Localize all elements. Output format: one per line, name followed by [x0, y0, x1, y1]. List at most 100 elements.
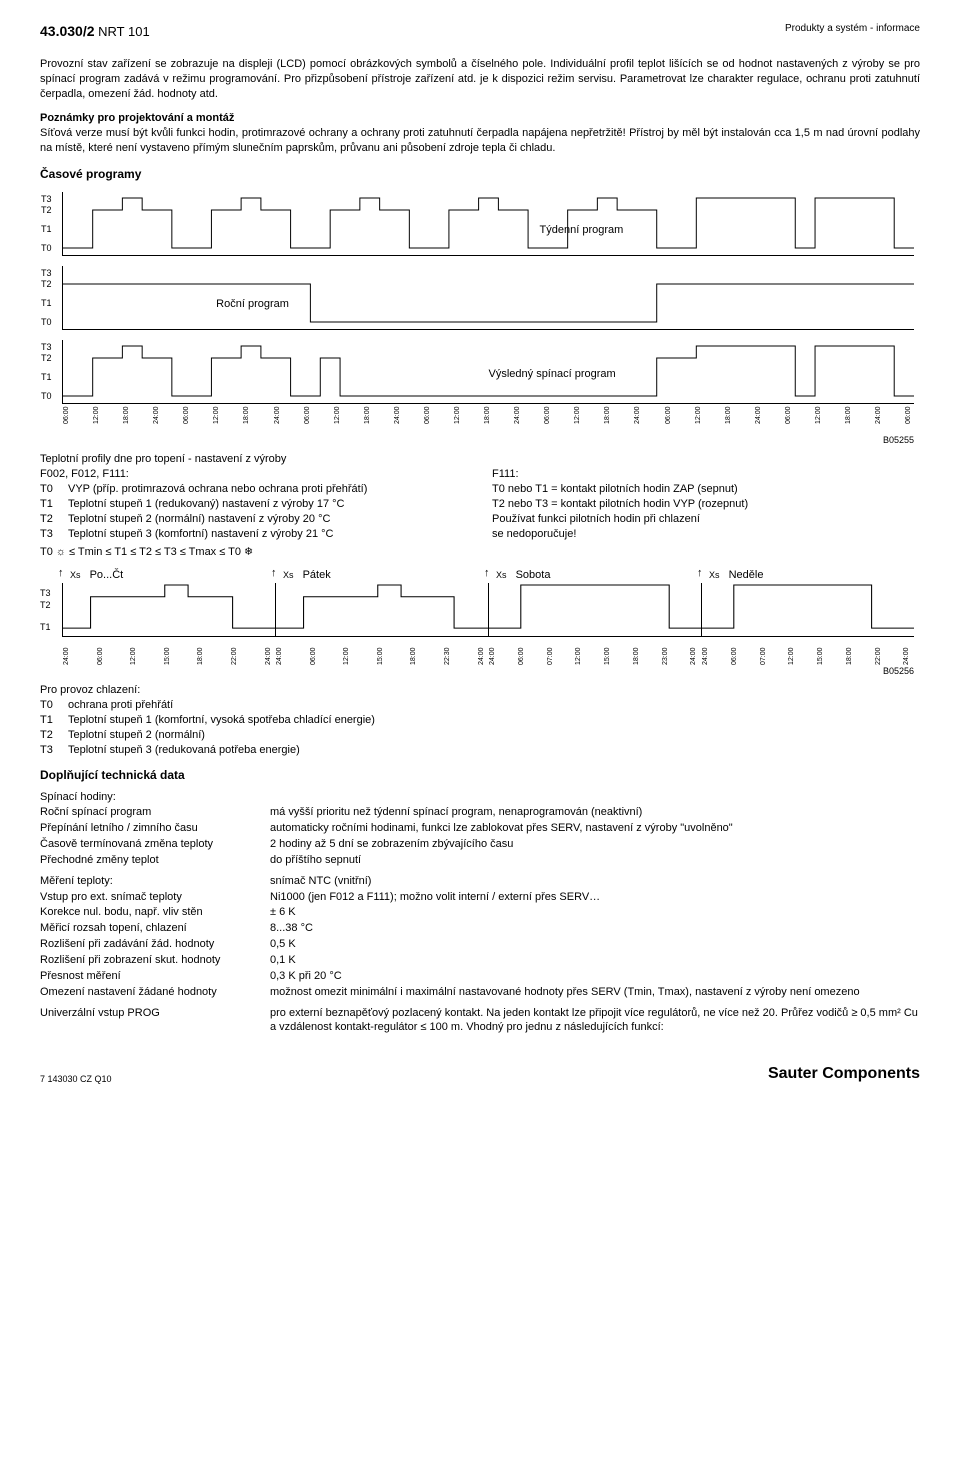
- mini-timeline: [62, 583, 275, 637]
- tech-row: Časově termínovaná změna teploty2 hodiny…: [40, 837, 920, 852]
- tech-row: Univerzální vstup PROGpro externí beznap…: [40, 1006, 920, 1036]
- profile-right-row: se nedoporučuje!: [492, 527, 920, 542]
- header-left: 43.030/2 NRT 101: [40, 22, 150, 41]
- mini-xtick-group: 24:0006:0007:0012:0015:0018:0023:0024:00: [488, 637, 701, 665]
- tech-row: Přepínání letního / zimního časuautomati…: [40, 821, 920, 836]
- mini-timeline: [701, 583, 914, 637]
- mini-timelines: [62, 583, 914, 637]
- temperature-formula: T0 ☼ ≤ Tmin ≤ T1 ≤ T2 ≤ T3 ≤ Tmax ≤ T0 ❄: [40, 545, 920, 560]
- day-label: Xs Po...Čt: [62, 568, 275, 583]
- ylabel-t3: T3: [41, 192, 52, 204]
- weekly-step-svg: [63, 192, 914, 256]
- tech-row: Měřicí rozsah topení, chlazení8...38 °C: [40, 921, 920, 936]
- profile-row: T2Teplotní stupeň 2 (normální) nastavení…: [40, 512, 468, 527]
- xtick-label: 24:00: [754, 406, 763, 434]
- day-labels-row: Xs Po...ČtXs PátekXs SobotaXs Neděle: [62, 568, 914, 583]
- ylabel-t0: T0: [41, 242, 52, 254]
- page-header: 43.030/2 NRT 101 Produkty a systém - inf…: [40, 22, 920, 41]
- profiles-columns: F002, F012, F111: T0VYP (příp. protimraz…: [40, 467, 920, 541]
- doc-model: NRT 101: [98, 24, 150, 39]
- result-caption: Výsledný spínací program: [489, 367, 616, 382]
- tech-group-head: Měření teploty:: [40, 874, 270, 889]
- yearly-step-svg: [63, 266, 914, 330]
- footer-right: Sauter Components: [768, 1063, 920, 1085]
- profiles-left-head: F002, F012, F111:: [40, 467, 468, 482]
- xtick-label: 06:00: [423, 406, 432, 434]
- xtick-label: 18:00: [844, 406, 853, 434]
- profiles-right-head: F111:: [492, 467, 920, 482]
- xtick-label: 12:00: [573, 406, 582, 434]
- intro-paragraph: Provozní stav zařízení se zobrazuje na d…: [40, 57, 920, 102]
- cooling-block: Pro provoz chlazení: T0ochrana proti pře…: [40, 683, 920, 757]
- profile-row: T1Teplotní stupeň 1 (redukovaný) nastave…: [40, 497, 468, 512]
- tech-row: Korekce nul. bodu, např. vliv stěn± 6 K: [40, 905, 920, 920]
- tech-row: Rozlišení při zobrazení skut. hodnoty0,1…: [40, 953, 920, 968]
- xtick-label: 12:00: [333, 406, 342, 434]
- xtick-label: 18:00: [363, 406, 372, 434]
- tech-row: Přesnost měření0,3 K při 20 °C: [40, 969, 920, 984]
- xtick-label: 18:00: [242, 406, 251, 434]
- xtick-label: 24:00: [152, 406, 161, 434]
- ylabel-t2: T2: [41, 204, 52, 216]
- day-label: Xs Pátek: [275, 568, 488, 583]
- diagram-code-1: B05255: [40, 434, 914, 446]
- profile-right-row: T0 nebo T1 = kontakt pilotních hodin ZAP…: [492, 482, 920, 497]
- tech-row: Omezení nastavení žádané hodnotymožnost …: [40, 985, 920, 1000]
- profile-row: T3Teplotní stupeň 3 (komfortní) nastaven…: [40, 527, 468, 542]
- xtick-label: 24:00: [633, 406, 642, 434]
- weekly-caption: Týdenní program: [540, 223, 624, 238]
- cooling-row: T3Teplotní stupeň 3 (redukovaná potřeba …: [40, 743, 920, 758]
- tech-row: Roční spínací programmá vyšší prioritu n…: [40, 805, 920, 820]
- notes-title: Poznámky pro projektování a montáž: [40, 112, 234, 124]
- xtick-label: 12:00: [694, 406, 703, 434]
- xtick-label: 06:00: [62, 406, 71, 434]
- doc-code: 43.030/2: [40, 23, 95, 39]
- xtick-label: 06:00: [303, 406, 312, 434]
- page-footer: 7 143030 CZ Q10 Sauter Components: [40, 1063, 920, 1085]
- xtick-label: 12:00: [92, 406, 101, 434]
- mini-xtick-group: 24:0006:0012:0015:0018:0022:3024:00: [275, 637, 488, 665]
- day-label: Xs Sobota: [488, 568, 701, 583]
- techdata-table: Spínací hodiny:Roční spínací programmá v…: [40, 790, 920, 1036]
- xtick-label: 12:00: [212, 406, 221, 434]
- tech-group: Univerzální vstup PROGpro externí beznap…: [40, 1006, 920, 1036]
- profile-right-row: T2 nebo T3 = kontakt pilotních hodin VYP…: [492, 497, 920, 512]
- xtick-label: 06:00: [543, 406, 552, 434]
- xtick-label: 06:00: [904, 406, 913, 434]
- xtick-label: 06:00: [784, 406, 793, 434]
- day-label: Xs Neděle: [701, 568, 914, 583]
- yearly-chart: T3 T2 T1 T0 Roční program: [40, 266, 920, 330]
- tech-row: Vstup pro ext. snímač teplotyNi1000 (jen…: [40, 890, 920, 905]
- xtick-label: 24:00: [513, 406, 522, 434]
- cooling-row: T0ochrana proti přehřátí: [40, 698, 920, 713]
- notes-body: Síťová verze musí být kvůli funkci hodin…: [40, 127, 920, 154]
- xtick-label: 24:00: [393, 406, 402, 434]
- mini-xaxis: 24:0006:0012:0015:0018:0022:0024:0024:00…: [62, 637, 914, 665]
- mini-timeline: [275, 583, 488, 637]
- diagram-code-2: B05256: [40, 665, 914, 677]
- footer-left: 7 143030 CZ Q10: [40, 1073, 112, 1085]
- xtick-label: 18:00: [724, 406, 733, 434]
- yearly-caption: Roční program: [216, 297, 289, 312]
- xtick-label: 12:00: [814, 406, 823, 434]
- notes-paragraph: Poznámky pro projektování a montáž Síťov…: [40, 111, 920, 156]
- xtick-label: 24:00: [874, 406, 883, 434]
- cooling-title: Pro provoz chlazení:: [40, 683, 920, 698]
- xtick-label: 06:00: [182, 406, 191, 434]
- result-chart: T3 T2 T1 T0 Výsledný spínací program 06:…: [40, 340, 920, 446]
- cooling-row: T2Teplotní stupeň 2 (normální): [40, 728, 920, 743]
- ylabel-t1: T1: [41, 223, 52, 235]
- programs-title: Časové programy: [40, 166, 920, 182]
- header-right: Produkty a systém - informace: [785, 22, 920, 41]
- profiles-title: Teplotní profily dne pro topení - nastav…: [40, 452, 920, 467]
- tech-group: Měření teploty:snímač NTC (vnitřní)Vstup…: [40, 874, 920, 1000]
- week-xaxis: 06:00 12:00 18:00 24:00 06:00 12:00 18:00 24:00…: [62, 406, 914, 434]
- xtick-label: 06:00: [664, 406, 673, 434]
- profiles-left: F002, F012, F111: T0VYP (příp. protimraz…: [40, 467, 468, 541]
- mini-xtick-group: 24:0006:0007:0012:0015:0018:0022:0024:00: [701, 637, 914, 665]
- techdata-title: Doplňující technická data: [40, 767, 920, 783]
- tech-group-head: Spínací hodiny:: [40, 790, 270, 805]
- xtick-label: 12:00: [453, 406, 462, 434]
- profiles-right: F111: T0 nebo T1 = kontakt pilotních hod…: [492, 467, 920, 541]
- xtick-label: 24:00: [273, 406, 282, 434]
